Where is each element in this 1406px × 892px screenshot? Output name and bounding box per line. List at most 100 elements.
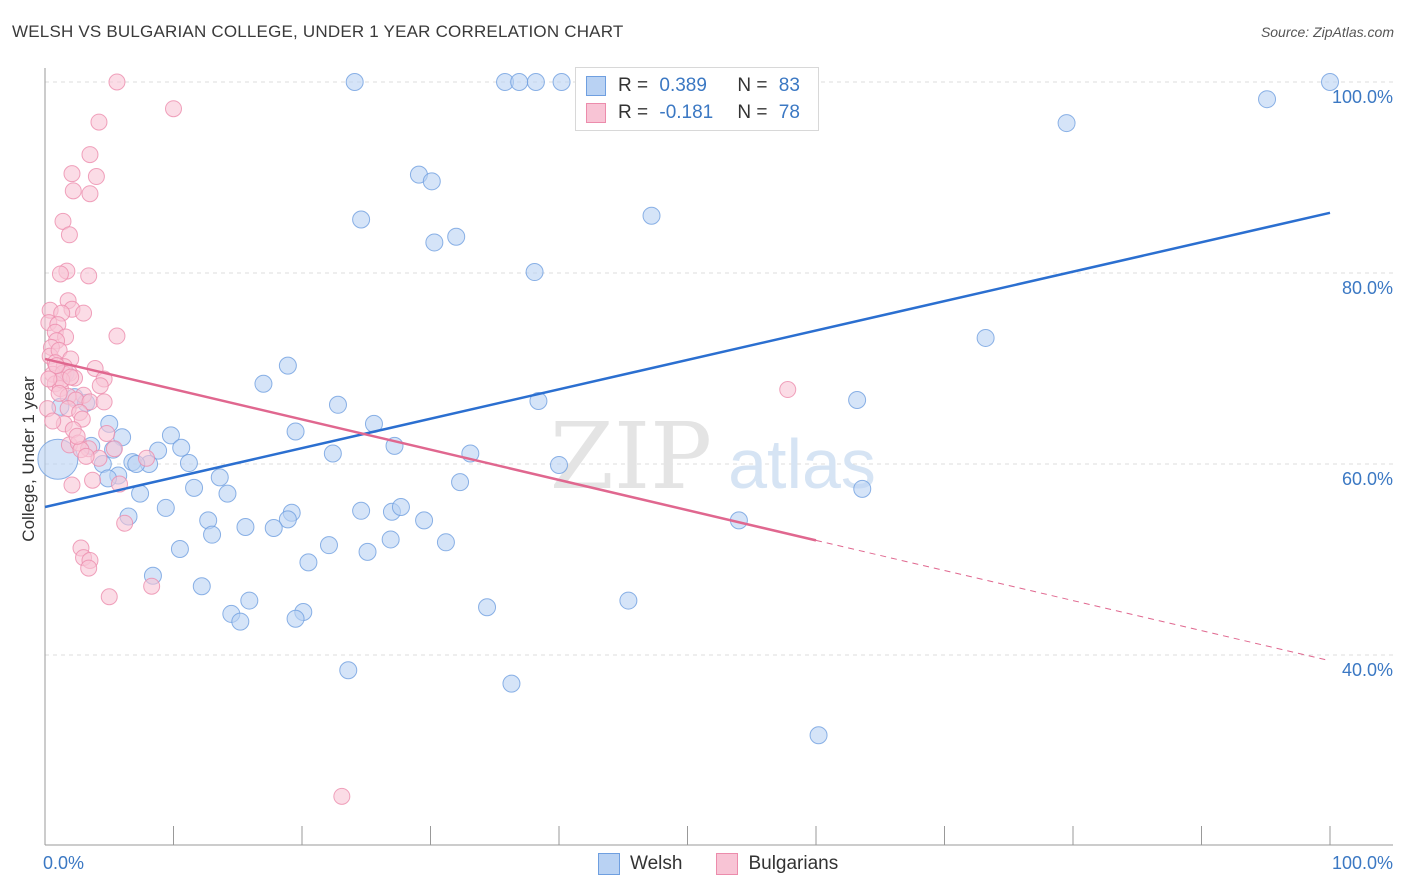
x-tick-label-0: 0.0%	[43, 853, 84, 873]
welsh-point-49	[156, 498, 175, 517]
source-credit: Source: ZipAtlas.com	[1260, 24, 1394, 40]
welsh-point-69	[192, 577, 211, 596]
welsh-point-40	[550, 455, 568, 474]
welsh-point-59	[236, 518, 255, 537]
welsh-point-44	[451, 473, 470, 492]
bulgarian-point-66	[100, 588, 118, 606]
x-tick-label-1: 100.0%	[1332, 853, 1393, 873]
welsh-point-34	[323, 444, 342, 463]
trend-lines	[44, 211, 1331, 662]
welsh-point-6	[1258, 90, 1277, 109]
welsh-point-71	[240, 591, 259, 610]
welsh-point-64	[436, 533, 455, 552]
welsh-point-70	[619, 591, 638, 610]
bulgarian-point-68	[44, 412, 62, 430]
axes	[44, 68, 1393, 846]
welsh-n-label: N =	[737, 75, 773, 96]
welsh-point-72	[478, 598, 497, 617]
gridlines	[45, 81, 1393, 656]
bulgarian-point-57	[138, 449, 156, 467]
bulgarian-point-0	[108, 73, 126, 91]
welsh-point-50	[352, 501, 371, 520]
welsh-point-5	[1321, 73, 1339, 91]
welsh-point-3	[526, 73, 545, 91]
stats-legend: R = 0.389 N = 83 R = -0.181 N = 78	[575, 67, 819, 131]
welsh-point-7	[1057, 114, 1076, 133]
bulgarian-point-9	[60, 226, 78, 244]
welsh-point-67	[299, 553, 318, 572]
bulgarian-point-60	[116, 514, 134, 532]
welsh-point-43	[210, 468, 229, 487]
welsh-point-79	[809, 726, 828, 745]
bulgarian-point-55	[105, 440, 123, 458]
welsh-point-48	[853, 479, 872, 498]
watermark-zip: ZIP	[550, 403, 712, 510]
bulgarian-trend-extension	[815, 539, 1331, 662]
legend-bulgarians-swatch	[716, 853, 739, 875]
bulgarian-point-75	[40, 370, 58, 388]
stats-row-bulgarians: R = -0.181 N = 78	[586, 100, 800, 126]
welsh-point-13	[425, 233, 444, 252]
watermark-atlas: atlas	[728, 425, 876, 503]
welsh-point-4	[552, 73, 571, 91]
bulgarian-point-44	[95, 393, 113, 411]
legend-welsh-swatch	[598, 853, 620, 875]
bulgarian-r-label: R =	[618, 102, 654, 123]
welsh-point-2	[510, 73, 529, 91]
welsh-point-56	[278, 510, 297, 529]
welsh-point-14	[525, 263, 544, 282]
bulgarian-points	[39, 73, 797, 805]
welsh-point-9	[422, 172, 441, 191]
welsh-point-60	[264, 518, 283, 537]
bulgarian-point-77	[62, 368, 80, 386]
bulgarian-point-73	[50, 384, 68, 402]
welsh-point-66	[358, 542, 377, 561]
bulgarian-point-4	[63, 165, 81, 183]
series-legend: Welsh Bulgarians	[598, 852, 872, 876]
y-tick-label-3: 100.0%	[1332, 87, 1393, 107]
welsh-point-31	[172, 438, 191, 457]
bulgarian-swatch	[586, 103, 606, 123]
bulgarian-point-5	[87, 168, 105, 186]
legend-item-bulgarians: Bulgarians	[716, 853, 838, 875]
y-tick-label-1: 60.0%	[1342, 469, 1393, 489]
tick-labels: 40.0% 60.0% 80.0% 100.0% 0.0% 100.0%	[43, 87, 1393, 873]
welsh-point-12	[447, 227, 466, 246]
welsh-swatch	[586, 76, 606, 96]
stats-row-welsh: R = 0.389 N = 83	[586, 73, 800, 99]
welsh-r-value: 0.389	[659, 75, 707, 96]
welsh-point-65	[170, 539, 189, 558]
welsh-point-46	[218, 484, 237, 503]
welsh-point-11	[352, 210, 371, 229]
welsh-point-28	[286, 422, 305, 441]
welsh-r-label: R =	[618, 75, 654, 96]
welsh-point-78	[502, 674, 521, 693]
welsh-point-61	[203, 525, 222, 544]
bulgarian-n-label: N =	[737, 102, 773, 123]
bulgarian-point-70	[68, 427, 86, 445]
welsh-point-16	[278, 356, 297, 375]
welsh-point-75	[286, 609, 305, 628]
bulgarian-point-6	[64, 182, 82, 200]
welsh-point-52	[391, 497, 410, 516]
welsh-point-29	[161, 426, 180, 445]
bulgarian-point-74	[77, 447, 95, 465]
bulgarian-point-2	[90, 113, 108, 131]
welsh-point-23	[328, 395, 347, 414]
legend-welsh-label: Welsh	[630, 853, 683, 874]
bulgarian-point-59	[63, 476, 81, 494]
bulgarian-point-11	[80, 267, 98, 285]
bulgarian-point-7	[81, 185, 99, 203]
bulgarian-point-64	[80, 559, 98, 577]
welsh-point-10	[642, 206, 661, 225]
welsh-point-15	[976, 328, 995, 347]
welsh-point-57	[415, 511, 434, 530]
legend-item-welsh: Welsh	[598, 853, 682, 875]
bulgarian-point-58	[84, 471, 102, 489]
welsh-point-39	[179, 454, 198, 473]
welsh-point-63	[319, 536, 338, 555]
bulgarian-point-12	[51, 265, 69, 283]
bulgarian-trend-line	[44, 357, 817, 542]
welsh-point-77	[339, 661, 358, 680]
bulgarian-point-67	[333, 787, 351, 805]
